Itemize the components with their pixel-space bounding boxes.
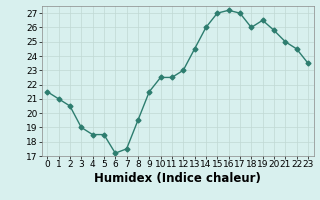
X-axis label: Humidex (Indice chaleur): Humidex (Indice chaleur) xyxy=(94,172,261,185)
